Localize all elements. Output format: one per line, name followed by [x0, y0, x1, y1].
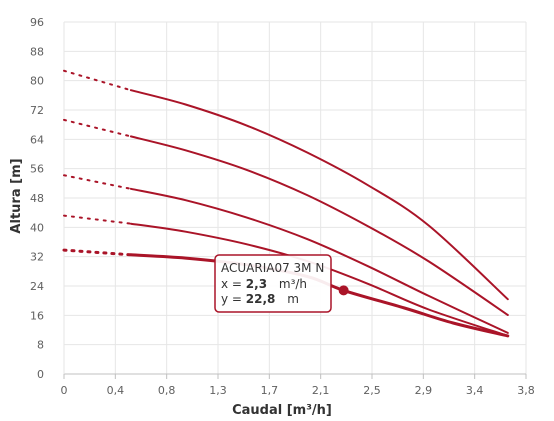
x-tick-label: 2,9: [415, 384, 433, 397]
x-tick-label: 0: [61, 384, 68, 397]
y-tick-label: 64: [30, 133, 44, 146]
tooltip-y-line: y = 22,8 m: [221, 292, 299, 306]
series-3-extrapolated-line: [63, 174, 132, 190]
y-tick-label: 56: [30, 163, 44, 176]
tooltip-y-prefix: y =: [221, 292, 246, 306]
series-5-curve[interactable]: [129, 89, 509, 301]
series-4-curve[interactable]: [129, 135, 509, 316]
x-tick-label: 3,8: [517, 384, 535, 397]
grid: [63, 21, 527, 375]
tooltip-x-line: x = 2,3 m³/h: [221, 277, 307, 291]
x-tick-label: 1,3: [209, 384, 227, 397]
axes: 0 8 16 24 32 40 48 56 64 72 80 88 96 0 0,4 0,8 1,3 1,7 2,1…: [30, 16, 535, 397]
tooltip: ACUARIA07 3M N x = 2,3 m³/h y = 22,8 m: [214, 254, 332, 313]
y-tick-label: 72: [30, 104, 44, 117]
x-tick-label: 3,4: [466, 384, 484, 397]
tooltip-y-value: 22,8: [246, 292, 276, 306]
y-tick-label: 8: [37, 339, 44, 352]
series-5-extrapolated-line: [63, 69, 132, 92]
x-tick-label: 1,7: [261, 384, 279, 397]
x-tick-label: 2,1: [312, 384, 330, 397]
series-2-extrapolated-line: [63, 214, 132, 225]
tooltip-x-unit: m³/h: [279, 277, 307, 291]
x-tick-label: 2,5: [363, 384, 381, 397]
x-tick-label: 0,8: [158, 384, 176, 397]
tooltip-x-value: 2,3: [246, 277, 267, 291]
series-3-curve[interactable]: [129, 187, 509, 334]
tooltip-y-unit: m: [287, 292, 299, 306]
y-tick-label: 32: [30, 251, 44, 264]
tooltip-x-prefix: x =: [221, 277, 246, 291]
series-acuaria07-3m-n-extrapolated-line: [62, 248, 133, 257]
y-tick-label: 48: [30, 192, 44, 205]
series-4-extrapolated-line: [63, 118, 132, 138]
x-tick-label: 0,4: [107, 384, 125, 397]
y-tick-label: 88: [30, 45, 44, 58]
y-tick-label: 40: [30, 221, 44, 234]
y-axis-title: Altura [m]: [9, 158, 24, 233]
y-tick-label: 16: [30, 309, 44, 322]
y-tick-label: 0: [37, 368, 44, 381]
tooltip-title: ACUARIA07 3M N: [221, 261, 324, 275]
y-tick-label: 24: [30, 280, 44, 293]
x-axis-title: Caudal [m³/h]: [232, 403, 332, 418]
highlight-marker[interactable]: [338, 285, 349, 296]
y-tick-label: 80: [30, 75, 44, 88]
tooltip-box: [214, 254, 332, 313]
y-tick-label: 96: [30, 16, 44, 29]
